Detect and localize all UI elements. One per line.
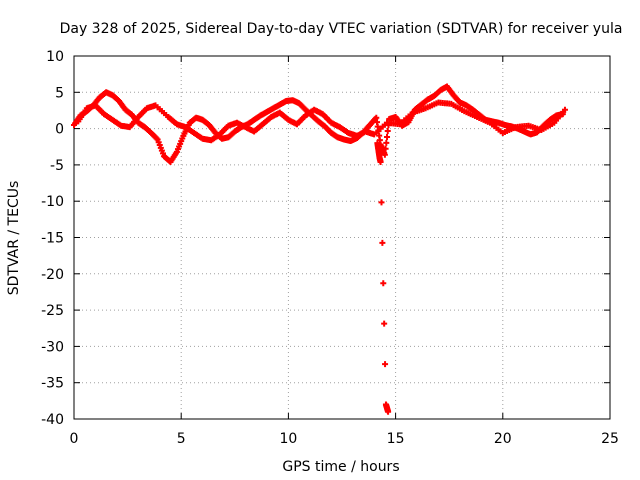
x-tick-label: 0 bbox=[70, 431, 79, 447]
x-tick-label: 15 bbox=[387, 431, 405, 447]
y-tick-label: -10 bbox=[41, 194, 64, 210]
data-point bbox=[561, 106, 568, 113]
y-tick-label: -20 bbox=[41, 267, 64, 283]
y-tick-label: -40 bbox=[41, 412, 64, 428]
x-tick-label: 20 bbox=[494, 431, 512, 447]
x-tick-label: 10 bbox=[279, 431, 297, 447]
y-tick-label: -25 bbox=[41, 303, 64, 319]
data-point-interp bbox=[380, 280, 387, 287]
y-tick-label: -5 bbox=[50, 158, 64, 174]
y-tick-label: -15 bbox=[41, 231, 64, 247]
x-tick-label: 25 bbox=[601, 431, 619, 447]
data-point-interp bbox=[382, 361, 389, 368]
data-point-interp bbox=[378, 199, 385, 206]
data-point-interp bbox=[384, 133, 391, 140]
y-tick-label: 5 bbox=[55, 85, 64, 101]
x-axis-label: GPS time / hours bbox=[282, 459, 399, 475]
y-axis-label: SDTVAR / TECUs bbox=[6, 181, 22, 296]
data-point bbox=[385, 408, 392, 415]
y-tick-label: -35 bbox=[41, 376, 64, 392]
ticks: 0 5 10 15 20 25 10 5 0 -5 -10 -15 -20 -25 -30 -35 -40 bbox=[41, 49, 619, 447]
data-point-interp bbox=[379, 239, 386, 246]
y-tick-label: -30 bbox=[41, 339, 64, 355]
y-tick-label: 10 bbox=[46, 49, 64, 65]
data-point-interp bbox=[381, 320, 388, 327]
data-point-interp bbox=[382, 145, 389, 152]
data-point bbox=[377, 158, 384, 165]
chart-title: Day 328 of 2025, Sidereal Day-to-day VTE… bbox=[60, 21, 623, 37]
data-points bbox=[71, 83, 568, 415]
data-point bbox=[381, 151, 388, 158]
y-tick-label: 0 bbox=[55, 122, 64, 138]
data-point-interp bbox=[384, 128, 391, 135]
data-point-interp bbox=[383, 139, 390, 146]
x-tick-label: 5 bbox=[177, 431, 186, 447]
